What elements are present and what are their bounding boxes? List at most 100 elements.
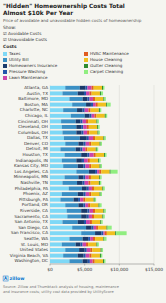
bar-segment [78,142,83,146]
logo: 🄰 zillow [2,275,25,282]
tick-label: $0 [47,267,53,272]
bar-segment [85,114,90,118]
bar-segment [63,108,77,112]
bar-segment [96,153,104,157]
bar-segment [89,192,91,196]
bar-segment [116,231,126,235]
bar-segment [87,147,95,151]
bar-segment [89,136,93,140]
category-label: Nashville, TN [21,180,48,185]
bar-segment [100,203,102,207]
category-label: San Antonio, TX [15,219,49,224]
bar-segment [64,136,80,140]
bar-segment [87,136,89,140]
bar-segment [111,170,118,174]
category-label: Sacramento, CA [14,214,48,219]
bar-segment [90,114,92,118]
bar-segment [89,131,97,135]
bar-segment [62,91,77,95]
bar-segment [103,209,104,213]
bar-segment [65,248,79,252]
bar-segment [96,119,97,123]
bar-segment [78,175,83,179]
legend-swatch [3,64,7,68]
bar-segment [50,147,60,151]
bar-segment [50,237,69,241]
bar-segment [50,254,63,258]
bar-segment [104,237,106,241]
tick-label: $10,000 [110,267,128,272]
bar-segment [87,86,91,90]
bar-segment [83,242,86,246]
bar-segment [94,198,95,202]
bar-segment [100,164,101,168]
bar-segment [50,142,65,146]
bar-segment [78,203,83,207]
bar-segment [78,254,84,258]
grid [50,85,154,264]
bar-segment [92,91,100,95]
bar-segment [83,203,85,207]
category-label: Phoenix, AZ [23,191,48,196]
category-label: Indianapolis, IN [16,158,48,163]
bar-segment [62,131,76,135]
axis-line [50,264,154,265]
bar-segment [102,187,103,191]
category-label: Riverside, CA [20,208,48,213]
bar-segment [65,175,79,179]
category-label: Denver, CO [24,141,49,146]
annotation: ☑ Avoidable Costs [3,31,41,36]
bar-segment [79,248,85,252]
bar-segment [63,164,78,168]
bar-segment [92,226,94,230]
bar-segment [101,170,109,174]
bar-segment [85,175,88,179]
bar-segment [99,181,100,185]
bar-segment [82,159,84,163]
bar-segment [50,242,62,246]
bar-segment [88,203,90,207]
bar-segment [100,142,101,146]
bar-segment [101,91,103,95]
bar-segment [90,220,92,224]
bar-segment [90,248,92,252]
bar-segment [92,220,100,224]
category-label: Philadelphia, PA [15,186,48,191]
bar-segment [50,125,62,129]
bar-segment [101,254,102,258]
text-line: ☑ Avoidable Costs [3,31,41,36]
legend-label: Pressure Washing [9,69,46,74]
bar-segment [100,175,101,179]
bar-segment [101,231,103,235]
category-label: Los Angeles, CA [15,169,49,174]
bar-segment [83,125,86,129]
bar-segment [91,108,99,112]
bar-segment [92,86,94,90]
bar-segment [78,192,84,196]
category-label: San Francisco, CA [11,230,48,235]
bar-segment [101,248,102,252]
annotation: Show: [3,25,16,30]
bar-segment [85,147,87,151]
category-label: Atlanta, GA [24,85,48,90]
bar-segment [107,226,108,230]
bar-segment [88,181,90,185]
legend-swatch [3,70,7,74]
text-line: 🄰 zillow [2,275,25,282]
bar-segment [95,136,103,140]
bar-segment [85,181,89,185]
bar-segment [100,91,101,95]
bar-segment [100,192,101,196]
bars [50,86,127,263]
bar-segment [94,153,96,157]
bar-segment [84,91,86,95]
bar-segment [89,214,92,218]
bar-segment [100,108,101,112]
bar-segment [50,164,63,168]
bar-segment [87,131,89,135]
bar-segment [103,259,104,263]
bar-segment [74,198,79,202]
bar-segment [99,175,100,179]
bar-segment [76,242,81,246]
bar-segment [89,170,95,174]
